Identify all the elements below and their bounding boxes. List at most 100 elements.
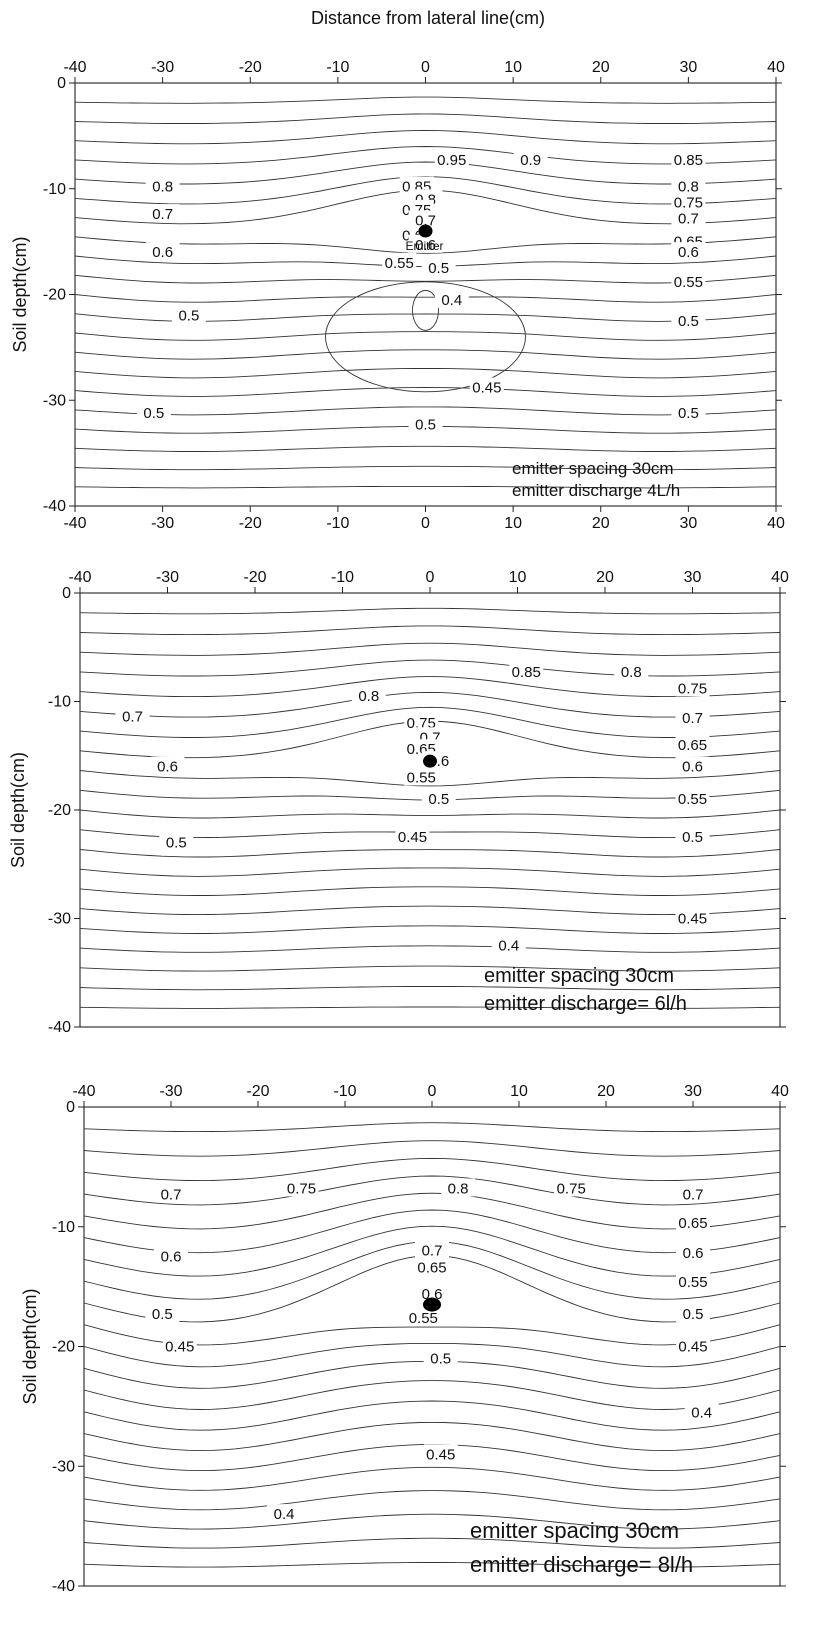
y-tick-label: -30 (48, 911, 71, 928)
contour-label-bg (382, 252, 417, 271)
contour-label-bg (513, 150, 548, 169)
contour-label: 0.45 (426, 1446, 455, 1463)
contour-label-bg (509, 662, 544, 681)
contour-label-bg (421, 789, 456, 808)
contour-line (83, 1537, 781, 1549)
y-tick-label: -10 (48, 694, 71, 711)
contour-label-bg (154, 1246, 188, 1265)
contour-label: 0.8 (621, 664, 642, 681)
contour-label: 0.6 (422, 1286, 443, 1303)
contour-label: 0.55 (409, 1310, 438, 1327)
x-tick-label-top: 20 (592, 59, 610, 76)
x-tick-label-bottom: -10 (326, 515, 349, 532)
contour-line (74, 368, 777, 379)
contour-label: 0.6 (683, 1245, 704, 1262)
contour-label-bg (675, 789, 710, 808)
contour-label-bg (115, 706, 150, 725)
contour-line (79, 867, 781, 877)
contour-line (74, 331, 777, 341)
contour-label: 0.6 (678, 244, 699, 261)
contour-label-bg (671, 402, 706, 421)
contour-label: 0.8 (152, 179, 173, 196)
contour-label: 0.5 (428, 791, 449, 808)
contour-line (74, 485, 777, 489)
x-tick-label-top: 40 (771, 1083, 789, 1100)
contour-label-bg (159, 832, 194, 851)
x-tick-label-bottom: 20 (592, 515, 610, 532)
contour-line (83, 1158, 781, 1182)
contour-label: 0.5 (430, 1350, 451, 1367)
annotation-line-2: emitter discharge 4L/h (512, 481, 680, 500)
x-tick-label-top: 30 (679, 59, 697, 76)
contour-line (83, 1490, 781, 1511)
contour-label-bg (676, 1184, 710, 1203)
contour-label: 0.5 (178, 308, 199, 325)
contour-line (79, 706, 781, 738)
contour-label-bg (150, 756, 185, 775)
emitter-marker (418, 224, 433, 238)
x-tick-label-bottom: -20 (239, 515, 262, 532)
contour-label-bg (408, 234, 443, 253)
contour-label-bg (136, 402, 171, 421)
axis-ticks: -40-40-30-30-20-20-10-100010102020303040… (43, 59, 785, 532)
contour-label: 0.6 (415, 237, 436, 254)
contour-label: 0.4 (274, 1506, 295, 1523)
contour-label-bg (423, 1348, 458, 1367)
emitter-label: Emitter (405, 239, 443, 253)
contour-line (79, 965, 781, 972)
contour-label-bg (145, 242, 180, 261)
contour-label-bg (676, 1304, 710, 1323)
contour-line (79, 905, 781, 916)
contour-line (79, 770, 781, 787)
contour-line (79, 829, 781, 839)
x-tick-label-top: -30 (156, 569, 179, 586)
contour-label-bg (395, 827, 430, 846)
contour-label: 0.7 (161, 1186, 182, 1203)
contour-line (79, 676, 781, 698)
contour-label: 0.5 (166, 835, 187, 852)
contour-label-bg (415, 1240, 449, 1259)
y-tick-label: -40 (52, 1578, 75, 1595)
y-tick-label: 0 (66, 1099, 75, 1116)
contour-closed-040 (412, 289, 439, 331)
contour-line (83, 1175, 781, 1206)
contour-label-bg (162, 1336, 197, 1355)
axis-ticks: -40 -30 -20 -10 0 10 20 30 40 0 -10 -20 -30 -40 (48, 569, 789, 1036)
contour-label: 0.5 (678, 313, 699, 330)
x-tick-label-top: -30 (159, 1083, 182, 1100)
contour-line (83, 1209, 781, 1254)
x-tick-label-top: -20 (246, 1083, 269, 1100)
contour-label: 0.45 (678, 911, 707, 928)
contour-label: 0.7 (415, 212, 436, 229)
contour-label-bg (404, 767, 439, 786)
y-axis-title: Soil depth(cm) (8, 752, 28, 868)
contour-line (83, 1122, 781, 1133)
x-tick-label-top: 40 (771, 569, 789, 586)
contour-label: 0.5 (143, 405, 164, 422)
contour-label-bg (421, 258, 456, 277)
y-tick-label: -40 (48, 1019, 71, 1036)
x-tick-label-top: -10 (331, 569, 354, 586)
contour-label-bg (351, 686, 386, 705)
contour-label: 0.7 (152, 206, 173, 223)
x-tick-label-bottom: 40 (767, 515, 785, 532)
contour-line (79, 986, 781, 991)
contour-line (79, 642, 781, 656)
contour-label-bg (671, 192, 706, 211)
x-tick-label-top: -10 (326, 59, 349, 76)
y-tick-label: -40 (43, 498, 66, 515)
contour-label-bg (267, 1504, 302, 1523)
y-tick-label: -20 (43, 287, 66, 304)
contour-label: 0.95 (437, 152, 466, 169)
contour-label: 0.65 (678, 1215, 707, 1232)
contour-label: 0.5 (682, 829, 703, 846)
contour-label-bg (491, 935, 526, 954)
x-tick-label-top: 10 (510, 1083, 528, 1100)
x-tick-label-top: 10 (504, 59, 522, 76)
x-tick-label-bottom: 10 (504, 515, 522, 532)
contour-label: 0.45 (472, 380, 501, 397)
contour-line (79, 1006, 781, 1009)
contour-label-bg (154, 1184, 188, 1203)
contour-line (79, 607, 781, 615)
plot-frame (79, 592, 781, 1028)
